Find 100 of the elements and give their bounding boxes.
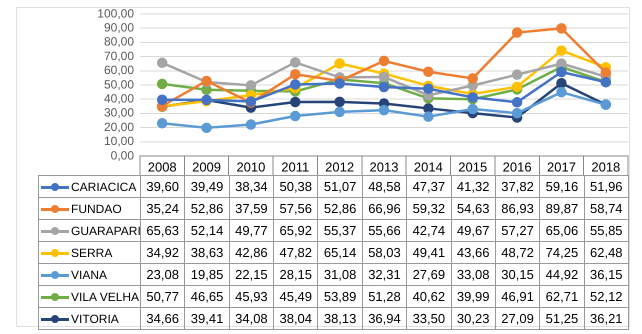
data-label: 62,48: [584, 242, 628, 264]
x-tick-label: 2013: [370, 159, 398, 174]
x-tick-label: 2016: [502, 159, 532, 174]
y-tick-label: 100,00: [97, 6, 134, 20]
data-label: 58,74: [584, 198, 628, 220]
data-label: 39,49: [184, 176, 230, 198]
data-label: 38,63: [184, 242, 230, 264]
data-label: 74,25: [540, 242, 584, 264]
data-label: 42,74: [406, 220, 452, 242]
data-label: 44,92: [540, 264, 584, 286]
data-label: 55,37: [318, 220, 362, 242]
data-label: 52,86: [318, 198, 362, 220]
data-label: 28,15: [274, 264, 318, 286]
data-label: 34,92: [140, 242, 185, 264]
data-label: 39,41: [184, 308, 230, 330]
data-label: 39,99: [451, 286, 496, 308]
x-tick-label: 2014: [414, 159, 443, 174]
legend-label: VIANA: [71, 268, 108, 282]
data-label: 33,08: [451, 264, 496, 286]
data-label: 55,66: [362, 220, 407, 242]
x-tick-label: 2018: [591, 159, 620, 174]
data-label: 38,04: [274, 308, 318, 330]
data-label: 46,91: [495, 286, 540, 308]
y-tick-label: 20,00: [104, 120, 134, 134]
data-label: 54,63: [451, 198, 496, 220]
data-label: 39,60: [140, 176, 185, 198]
data-label: 53,89: [318, 286, 362, 308]
data-label: 48,58: [362, 176, 407, 198]
y-tick-label: 10,00: [104, 134, 134, 148]
legend-label: SERRA: [71, 246, 112, 260]
data-label: 38,13: [318, 308, 362, 330]
data-label: 65,63: [140, 220, 185, 242]
data-label: 51,28: [362, 286, 407, 308]
x-tick-label: 2015: [458, 159, 488, 174]
y-tick-label: 0,00: [110, 148, 134, 162]
data-label: 22,15: [229, 264, 274, 286]
data-label: 36,94: [362, 308, 407, 330]
data-label: 35,24: [140, 198, 185, 220]
data-label: 40,62: [406, 286, 452, 308]
x-tick-label: 2012: [325, 159, 354, 174]
y-tick-label: 40,00: [104, 92, 134, 106]
data-label: 89,87: [540, 198, 584, 220]
x-tick-label: 2008: [148, 159, 177, 174]
y-tick-label: 80,00: [104, 34, 134, 49]
legend-label: VITORIA: [71, 312, 119, 326]
data-label: 49,77: [229, 220, 274, 242]
data-label: 27,09: [495, 308, 540, 330]
data-label: 23,08: [140, 264, 185, 286]
data-label: 36,21: [584, 308, 628, 330]
data-label: 37,59: [229, 198, 274, 220]
data-label: 43,66: [451, 242, 496, 264]
x-tick-label: 2010: [236, 159, 266, 174]
data-label: 50,77: [140, 286, 185, 308]
data-label: 57,56: [274, 198, 318, 220]
data-label: 34,66: [140, 308, 185, 330]
data-label: 36,15: [584, 264, 628, 286]
data-label: 52,86: [184, 198, 230, 220]
data-label: 51,96: [584, 176, 628, 198]
x-tick-label: 2011: [281, 159, 310, 174]
data-label: 19,85: [184, 264, 230, 286]
data-label: 65,14: [318, 242, 362, 264]
data-label: 41,32: [451, 176, 496, 198]
data-label: 48,72: [495, 242, 540, 264]
data-label: 30,23: [451, 308, 496, 330]
data-label: 86,93: [495, 198, 540, 220]
x-tick-label: 2009: [192, 159, 222, 174]
legend-label: FUNDAO: [71, 202, 122, 216]
y-tick-label: 90,00: [104, 20, 134, 35]
data-label: 47,37: [406, 176, 452, 198]
data-label: 47,82: [274, 242, 318, 264]
data-label: 30,15: [495, 264, 540, 286]
data-label: 51,25: [540, 308, 584, 330]
data-label: 66,96: [362, 198, 407, 220]
data-label: 57,27: [495, 220, 540, 242]
data-label: 31,08: [318, 264, 362, 286]
data-label: 59,32: [406, 198, 452, 220]
data-label: 42,86: [229, 242, 274, 264]
legend-label: VILA VELHA: [71, 290, 140, 304]
data-label: 59,16: [540, 176, 584, 198]
data-label: 50,38: [274, 176, 318, 198]
legend-label: CARIACICA: [71, 180, 136, 194]
data-label: 49,41: [406, 242, 452, 264]
data-label: 51,07: [318, 176, 362, 198]
legend-label: GUARAPARI: [71, 224, 141, 238]
data-label: 65,06: [540, 220, 584, 242]
data-label: 45,49: [274, 286, 318, 308]
y-tick-label: 50,00: [104, 77, 134, 92]
data-label: 52,12: [584, 286, 628, 308]
data-label: 49,67: [451, 220, 496, 242]
x-tick-label: 2017: [546, 159, 576, 174]
data-label: 65,92: [274, 220, 318, 242]
y-tick-label: 30,00: [104, 106, 134, 120]
data-label: 58,03: [362, 242, 407, 264]
data-label: 52,14: [184, 220, 230, 242]
y-tick-label: 60,00: [104, 63, 134, 78]
data-label: 34,08: [229, 308, 274, 330]
data-label: 45,93: [229, 286, 274, 308]
data-label: 37,82: [495, 176, 540, 198]
data-label: 32,31: [362, 264, 407, 286]
data-label: 33,50: [406, 308, 452, 330]
